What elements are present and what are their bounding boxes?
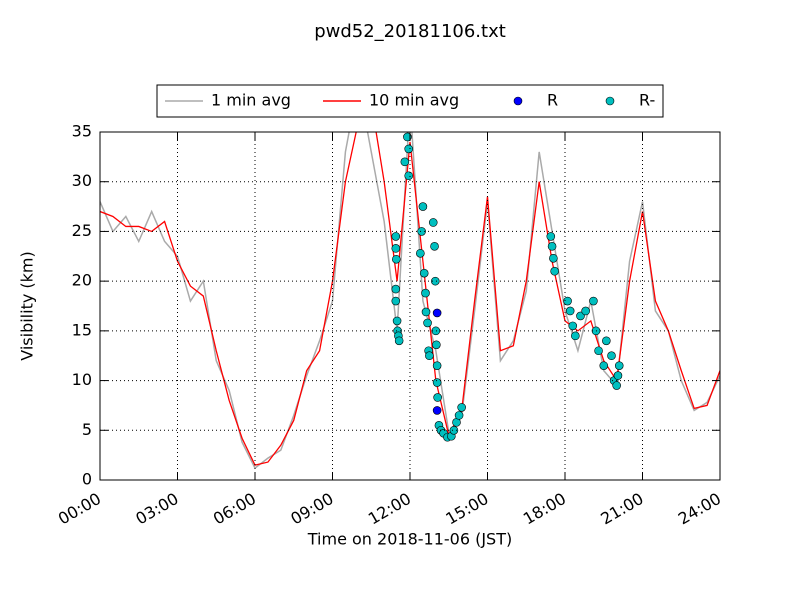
- marker: [404, 144, 414, 154]
- legend-label: R-: [639, 91, 655, 110]
- marker: [547, 242, 557, 251]
- marker: [425, 351, 434, 361]
- marker: [549, 253, 558, 263]
- marker: [612, 381, 621, 390]
- marker: [589, 296, 598, 306]
- legend-label: 1 min avg: [211, 91, 291, 110]
- marker: [607, 351, 616, 361]
- marker: [392, 316, 402, 326]
- y-tick-label: 30: [72, 171, 92, 190]
- marker: [550, 266, 559, 276]
- legend: [156, 84, 664, 118]
- legend-swatch: [513, 96, 523, 106]
- chart-title: pwd52_20181106.txt: [314, 21, 506, 42]
- y-tick-label: 35: [72, 122, 92, 141]
- marker: [403, 132, 412, 142]
- marker: [417, 227, 426, 236]
- y-tick-label: 15: [72, 320, 92, 339]
- y-tick-label: 0: [82, 470, 92, 489]
- marker: [565, 306, 575, 316]
- marker: [432, 308, 442, 318]
- marker: [431, 276, 440, 286]
- y-tick-label: 10: [72, 370, 92, 389]
- marker: [394, 336, 404, 346]
- legend-swatch: [605, 96, 615, 106]
- marker: [457, 403, 466, 412]
- marker: [581, 306, 590, 316]
- marker: [391, 296, 401, 306]
- marker: [421, 288, 430, 298]
- marker: [430, 242, 439, 251]
- marker: [423, 318, 432, 328]
- marker: [391, 244, 401, 253]
- marker: [431, 326, 441, 336]
- marker: [432, 340, 441, 350]
- marker: [404, 171, 414, 181]
- marker: [418, 202, 428, 211]
- marker: [391, 232, 401, 241]
- marker: [613, 371, 623, 380]
- marker: [392, 254, 401, 264]
- marker: [432, 361, 442, 370]
- marker: [614, 361, 624, 370]
- y-tick-label: 25: [72, 221, 92, 240]
- marker: [428, 218, 438, 227]
- marker: [571, 331, 580, 341]
- x-axis-label: Time on 2018-11-06 (JST): [307, 530, 512, 549]
- y-tick-label: 20: [72, 271, 92, 290]
- marker: [599, 361, 609, 370]
- marker: [419, 268, 429, 278]
- marker: [576, 311, 585, 321]
- marker: [400, 157, 410, 167]
- marker: [391, 284, 401, 294]
- marker: [602, 336, 611, 346]
- marker: [594, 346, 603, 356]
- marker: [546, 232, 556, 241]
- marker: [416, 249, 425, 258]
- marker: [432, 406, 442, 415]
- legend-label: R: [547, 91, 558, 110]
- marker: [433, 393, 442, 402]
- marker: [563, 296, 572, 306]
- marker: [432, 378, 442, 387]
- legend-label: 10 min avg: [369, 91, 459, 110]
- y-tick-label: 5: [82, 420, 92, 439]
- y-axis-label: Visibility (km): [18, 251, 37, 360]
- marker: [454, 411, 464, 420]
- marker: [568, 321, 578, 331]
- marker: [421, 307, 431, 317]
- marker: [449, 425, 459, 435]
